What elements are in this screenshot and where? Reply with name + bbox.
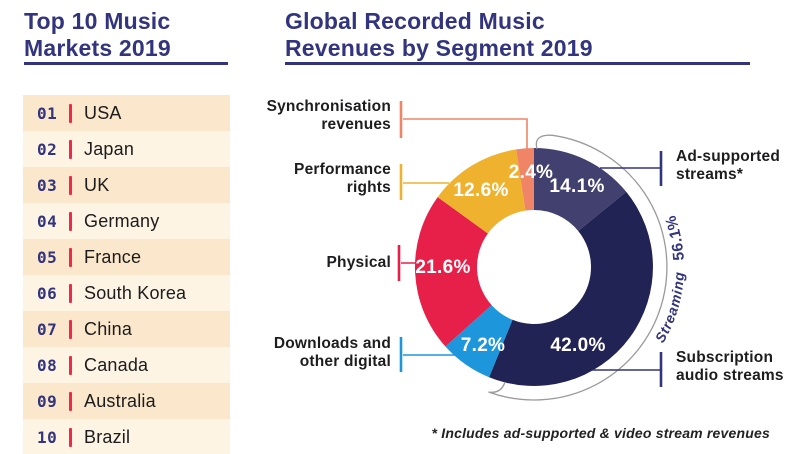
streaming-arc-label: Streaming 56.1% — [652, 213, 688, 345]
chart-title-line2: Revenues by Segment 2019 — [285, 35, 593, 61]
segment-value-ad-supported: 14.1% — [549, 176, 605, 197]
streaming-value: 56.1% — [662, 213, 688, 261]
market-rank: 04 — [37, 211, 58, 231]
segment-label-subscription: Subscription audio streams — [676, 349, 784, 384]
market-name: China — [84, 318, 133, 339]
market-name: UK — [84, 174, 110, 195]
chart-footnote: * Includes ad-supported & video stream r… — [431, 425, 770, 441]
market-name: Germany — [84, 210, 160, 231]
segment-label-downloads: Downloads and other digital — [273, 335, 391, 370]
market-row-8: 08 Canada — [23, 347, 230, 383]
market-rank: 07 — [37, 319, 58, 339]
market-name: France — [84, 246, 142, 267]
market-row-10: 10 Brazil — [23, 419, 230, 454]
rank-separator — [69, 103, 72, 123]
market-rank: 01 — [37, 103, 58, 123]
market-row-3: 03 UK — [23, 167, 230, 203]
market-name: Japan — [84, 138, 135, 159]
segment-value-downloads: 7.2% — [460, 335, 506, 356]
left-title-line1: Top 10 Music — [24, 8, 171, 34]
market-row-5: 05 France — [23, 239, 230, 275]
market-rank: 05 — [37, 247, 58, 267]
rank-separator — [69, 283, 72, 303]
market-rank: 09 — [37, 391, 58, 411]
segment-value-physical: 21.6% — [415, 257, 471, 278]
rank-separator — [69, 391, 72, 411]
market-rank: 06 — [37, 283, 58, 303]
chart-title-underline — [285, 62, 750, 65]
segment-label-synchronisation: Synchronisation revenues — [266, 98, 391, 133]
market-rank: 08 — [37, 355, 58, 375]
segment-label-ad-supported: Ad-supported streams* — [676, 148, 780, 183]
left-title-line2: Markets 2019 — [24, 35, 171, 61]
rank-separator — [69, 355, 72, 375]
top10-market-list: 01 USA 02 Japan 03 UK 04 Germany 05 France 06… — [23, 95, 230, 454]
market-row-9: 09 Australia — [23, 383, 230, 419]
rank-separator — [69, 175, 72, 195]
market-row-7: 07 China — [23, 311, 230, 347]
rank-separator — [69, 427, 72, 447]
rank-separator — [69, 211, 72, 231]
market-row-6: 06 South Korea — [23, 275, 230, 311]
segment-label-physical: Physical — [326, 254, 391, 271]
rank-separator — [69, 247, 72, 267]
segment-value-synchronisation: 2.4% — [508, 162, 554, 183]
left-panel-title: Top 10 Music Markets 2019 — [24, 8, 171, 62]
market-rank: 02 — [37, 139, 58, 159]
chart-title: Global Recorded Music Revenues by Segmen… — [285, 8, 593, 62]
market-row-2: 02 Japan — [23, 131, 230, 167]
leader-line — [403, 118, 528, 149]
rank-separator — [69, 139, 72, 159]
market-name: Australia — [84, 390, 156, 411]
market-name: Brazil — [84, 426, 131, 447]
market-name: South Korea — [84, 282, 187, 303]
segment-value-performance: 12.6% — [453, 180, 509, 201]
streaming-word: Streaming — [652, 271, 687, 345]
market-rank: 03 — [37, 175, 58, 195]
market-row-1: 01 USA — [23, 95, 230, 131]
segment-value-subscription: 42.0% — [550, 335, 606, 356]
rank-separator — [69, 319, 72, 339]
segment-label-performance: Performance rights — [294, 161, 391, 196]
leader-lines — [397, 101, 663, 387]
market-name: USA — [84, 102, 122, 123]
left-title-underline — [24, 62, 228, 65]
market-row-4: 04 Germany — [23, 203, 230, 239]
chart-title-line1: Global Recorded Music — [285, 8, 545, 34]
market-name: Canada — [84, 354, 149, 375]
market-rank: 10 — [37, 427, 58, 447]
